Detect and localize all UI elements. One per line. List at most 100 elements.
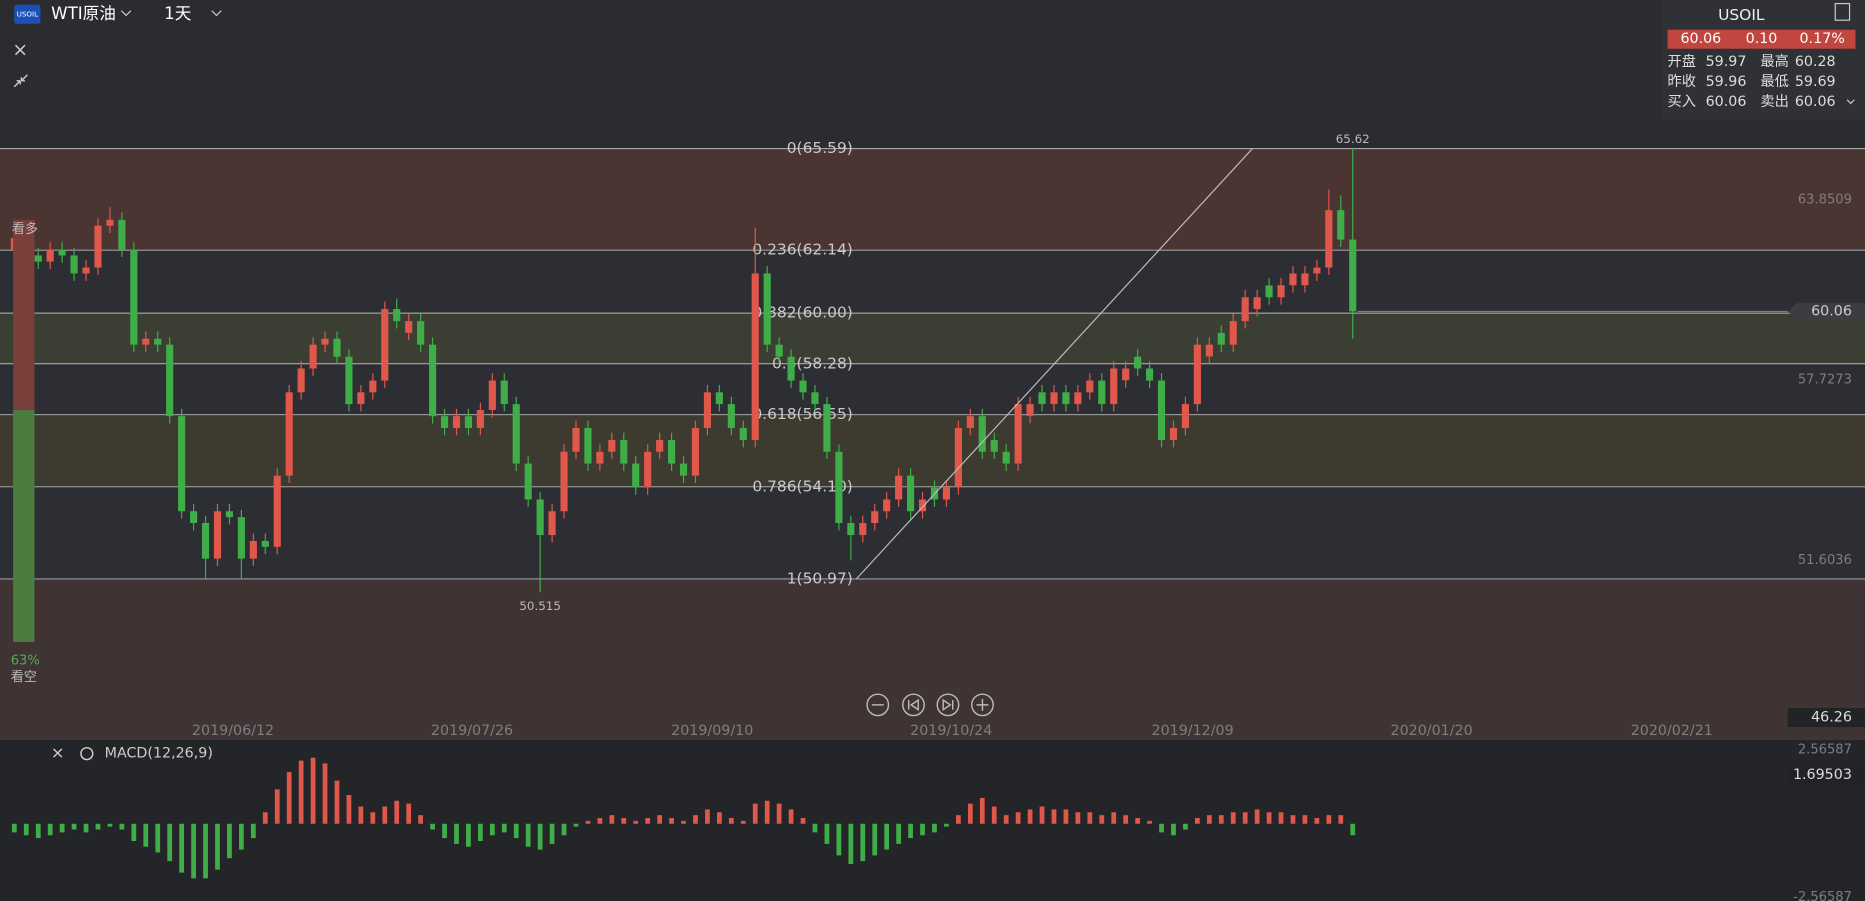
candle-body <box>703 392 712 428</box>
macd-bar <box>681 820 686 824</box>
period-dropdown[interactable] <box>211 10 222 17</box>
macd-bar <box>478 823 483 841</box>
candle-body <box>464 416 473 428</box>
macd-bar <box>370 812 376 824</box>
quote-label: 卖出 <box>1760 93 1789 110</box>
candle-body <box>249 540 257 559</box>
candle-body <box>166 344 174 417</box>
candle-body <box>560 451 568 512</box>
symbol-dropdown[interactable] <box>120 10 132 17</box>
zoom-in-button[interactable] <box>971 693 994 717</box>
percent-label: 63% <box>11 653 40 668</box>
macd-bar <box>155 823 161 853</box>
y-tick-label: 57.7273 <box>1798 373 1852 388</box>
candle-body <box>237 517 245 559</box>
macd-bar <box>1302 815 1308 824</box>
candle-body <box>1086 380 1094 393</box>
candle-body <box>1146 368 1154 381</box>
candle-body <box>1229 321 1237 345</box>
fib-label: 1(50.97) <box>787 569 853 587</box>
macd-bar <box>131 823 137 841</box>
high-annotation: 65.62 <box>1336 132 1370 146</box>
candle-body <box>1050 392 1058 405</box>
candle-body <box>584 427 592 464</box>
quote-label: 买入 <box>1668 93 1697 110</box>
y-tick-label: 51.6036 <box>1798 553 1852 568</box>
candle-body <box>405 321 413 333</box>
macd-bar <box>717 812 722 824</box>
macd-bar <box>286 772 292 824</box>
candle-body <box>1181 404 1189 428</box>
candle-body <box>871 511 879 524</box>
macd-bar <box>991 806 997 824</box>
macd-bar <box>310 757 316 824</box>
macd-bar <box>1171 823 1176 836</box>
macd-bar <box>1015 812 1021 824</box>
macd-bar <box>1099 815 1105 824</box>
candle-body <box>369 380 377 393</box>
macd-value-box <box>1787 765 1865 785</box>
quote-panel <box>1661 0 1865 121</box>
quote-change: 0.10 <box>1746 31 1778 47</box>
macd-bar <box>896 823 902 844</box>
candle-body <box>847 523 855 536</box>
y-tick-label: 2.56587 <box>1798 743 1852 758</box>
candle-body <box>907 475 915 512</box>
candle-body <box>835 451 843 524</box>
candle-body <box>213 511 222 559</box>
first-button[interactable] <box>902 693 925 717</box>
candle-body <box>1026 404 1034 416</box>
macd-bar <box>1075 812 1081 824</box>
macd-close[interactable] <box>53 748 63 758</box>
macd-bar <box>1183 823 1188 830</box>
quote-value: 60.06 <box>1795 94 1836 110</box>
macd-bar <box>776 803 782 824</box>
candle-body <box>1098 380 1106 405</box>
macd-bar <box>203 823 208 879</box>
candle-body <box>1325 210 1333 268</box>
macd-bar <box>23 823 29 836</box>
bull-label: 看多 <box>12 221 38 237</box>
macd-bar <box>167 823 173 862</box>
macd-bar <box>979 797 985 824</box>
x-tick-label: 2019/10/24 <box>910 723 992 739</box>
candle-body <box>966 416 974 428</box>
macd-bar <box>489 823 495 836</box>
candle-body <box>58 249 66 256</box>
candle-body <box>1349 239 1357 312</box>
macd-bar <box>1111 812 1117 824</box>
candle-body <box>321 338 329 345</box>
macd-bar <box>394 800 400 824</box>
quote-change-pct: 0.17% <box>1800 31 1845 47</box>
candle-body <box>739 427 747 441</box>
period[interactable]: 1天 <box>164 4 192 23</box>
last-button[interactable] <box>936 693 960 717</box>
candle-body <box>1193 344 1201 405</box>
macd-bar <box>800 818 806 824</box>
fib-zone <box>0 313 1865 364</box>
candle-body <box>524 463 532 500</box>
macd-bar <box>525 823 531 847</box>
candle-body <box>895 475 903 500</box>
macd-bar <box>191 823 196 879</box>
macd-settings[interactable] <box>80 746 94 761</box>
candle-body <box>1122 368 1130 381</box>
zoom-out-button[interactable] <box>866 693 890 717</box>
macd-bar <box>1278 812 1284 824</box>
bear-label: 看空 <box>11 669 37 685</box>
symbol-name[interactable]: WTI原油 <box>51 4 116 23</box>
quote-expand[interactable] <box>1846 99 1855 105</box>
macd-bar <box>1087 812 1093 824</box>
candle-body <box>94 225 102 268</box>
candle-body <box>679 463 688 476</box>
close-button[interactable] <box>14 44 26 56</box>
panel-toggle[interactable] <box>1834 2 1851 21</box>
macd-bar <box>1135 818 1141 824</box>
x-tick-label: 2020/01/20 <box>1391 723 1473 739</box>
quote-bar <box>1667 29 1856 49</box>
candle-body <box>978 416 986 452</box>
shrink-button[interactable] <box>13 74 28 88</box>
candle-body <box>357 392 365 405</box>
macd-bar <box>1314 818 1320 824</box>
